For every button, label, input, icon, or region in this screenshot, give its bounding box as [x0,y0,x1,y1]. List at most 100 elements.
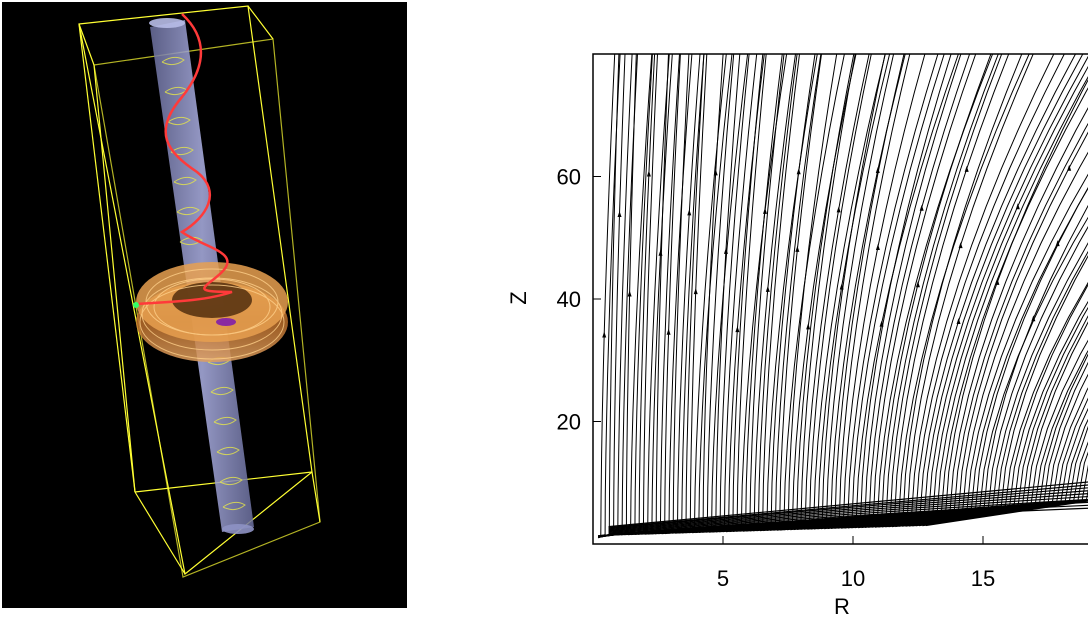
streamline-arrow [765,285,770,292]
3d-jet-visualization [2,2,407,608]
streamline [725,54,959,533]
streamline [610,54,749,536]
streamline [695,54,891,534]
streamline [598,54,690,537]
streamline [810,151,1088,530]
streamline [895,425,1088,528]
streamline [598,54,633,538]
streamline [753,54,1003,532]
x-tick-label: 10 [841,566,865,591]
streamline [878,373,1088,528]
streamline [888,407,1088,528]
streamline-arrow [875,244,880,251]
streamline [651,54,800,535]
streamline [678,54,855,534]
streamline [905,464,1088,527]
base-streamline [608,487,1088,529]
streamline [864,339,1088,528]
streamline [776,54,1076,531]
streamline-arrow [875,167,880,174]
streamline [871,353,1088,528]
streamline [598,54,669,537]
streamline [807,131,1088,530]
streamline [598,54,626,539]
streamline-arrow [763,207,768,214]
streamline [719,54,939,533]
streamline [898,441,1088,527]
streamline-arrow [836,206,841,213]
base-streamline [608,484,1088,529]
streamline [598,54,681,537]
streamline [617,54,750,536]
streamline [598,54,673,538]
streamline [769,54,1055,531]
tick-labels: 5 10 15 20 40 60 [557,165,996,592]
streamline [658,54,816,535]
streamline [841,255,1088,529]
streamline [709,54,905,533]
streamline [614,54,741,536]
streamline [803,122,1088,530]
streamline [739,54,977,532]
base-streamline [608,501,1088,534]
streamline [641,54,785,535]
streamline [715,54,926,533]
streamline [598,54,670,538]
streamline [790,76,1088,531]
streamline [800,107,1088,530]
streamline [732,54,962,532]
y-tick-label: 40 [557,287,581,312]
streamline-plot: 5 10 15 20 40 60 R Z [500,0,1088,621]
streamline [620,54,758,536]
x-tick-label: 15 [971,566,995,591]
y-axis-label: Z [506,291,531,304]
streamline [668,54,845,534]
streamline [749,54,999,532]
streamline [786,65,1088,531]
base-streamline [608,507,1088,536]
streamline-arrow [915,281,920,288]
streamline-arrow [879,320,884,327]
streamline-arrow [1015,203,1020,210]
streamline [858,315,1088,529]
streamline [813,173,1088,530]
streamline [763,54,1023,532]
streamline [837,250,1088,529]
streamline-arrow [995,278,1000,285]
x-tick-label: 5 [717,566,729,591]
streamline-arrow [666,328,671,335]
streamline [627,54,764,536]
streamline-arrow [839,283,844,290]
streamline-arrow [646,170,651,177]
streamline [847,283,1088,529]
streamline [702,54,895,533]
streamline-arrow [735,326,740,333]
streamline [598,54,693,537]
streamline [664,54,822,535]
streamline [644,54,796,535]
streamline-arrow [713,169,718,176]
streamline [671,54,838,534]
streamline [780,54,1084,531]
streamline-arrow [693,288,698,295]
streamlines [597,54,1088,539]
streamline-arrow [964,165,969,172]
streamline [746,54,992,532]
jet-scene [78,5,321,578]
streamline [685,54,870,534]
streamline [607,54,735,536]
helical-field-line [136,13,233,306]
bounding-box [78,5,321,578]
streamline-arrow [1067,164,1072,171]
streamline [759,54,1030,532]
streamline [756,54,1010,532]
streamline-arrow [617,210,622,217]
streamline [783,55,1088,531]
streamline [854,306,1088,529]
streamline [688,54,872,534]
streamline [604,54,724,536]
streamline [598,54,637,538]
y-tick-label: 20 [557,410,581,435]
streamline [824,216,1088,530]
streamline [637,54,783,535]
